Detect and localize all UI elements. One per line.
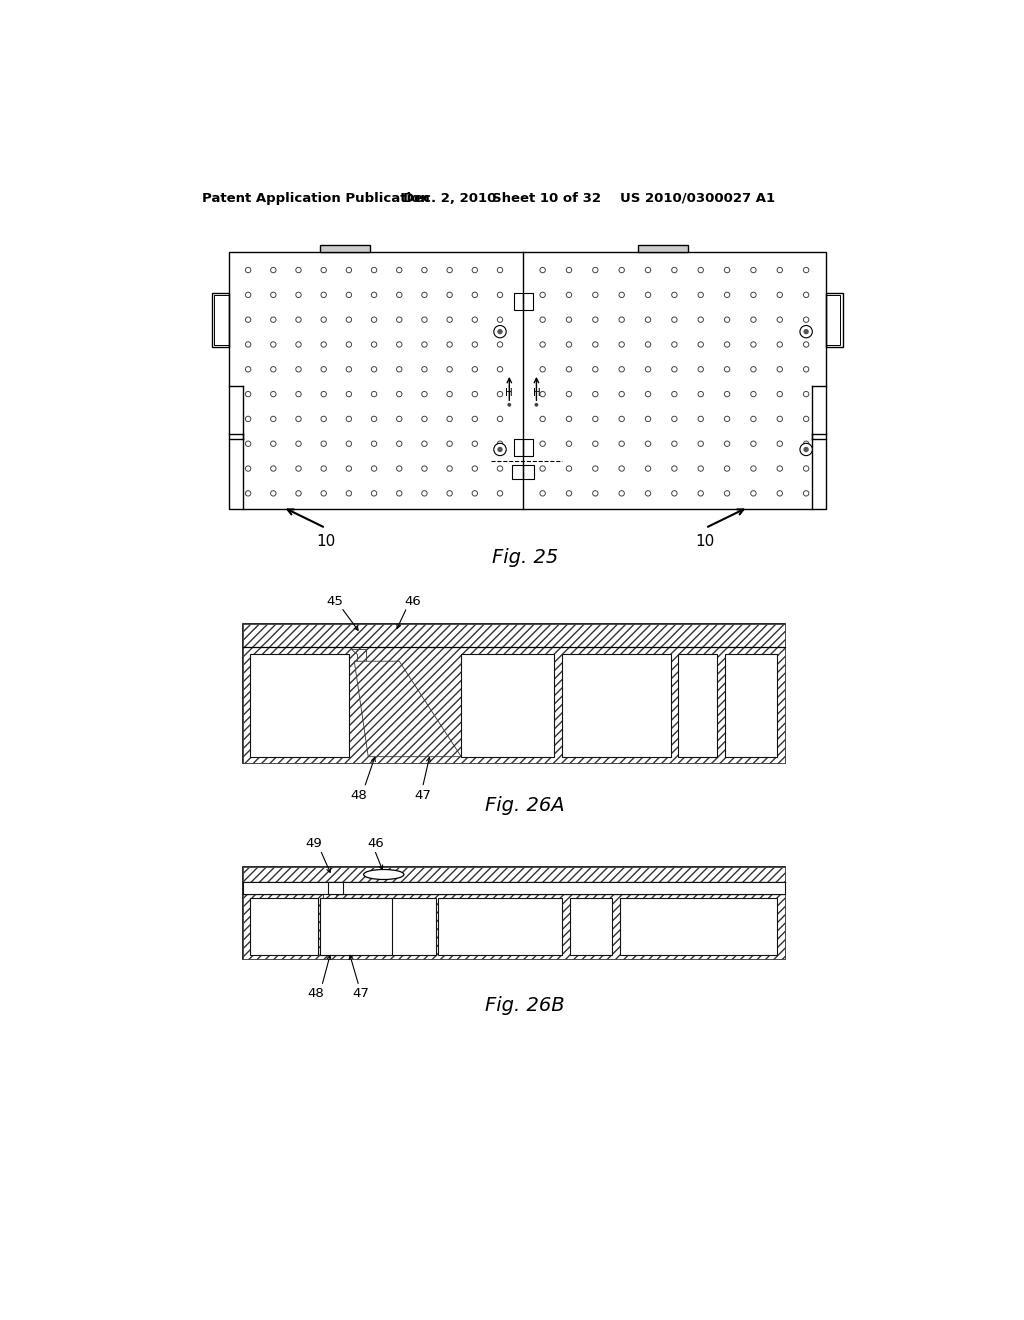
Text: Patent Application Publication: Patent Application Publication xyxy=(202,191,429,205)
Polygon shape xyxy=(321,244,370,252)
Polygon shape xyxy=(251,899,317,954)
Circle shape xyxy=(804,329,809,334)
Text: 47: 47 xyxy=(352,987,369,1001)
Polygon shape xyxy=(321,899,436,954)
Text: Fig. 26B: Fig. 26B xyxy=(485,995,564,1015)
Polygon shape xyxy=(461,653,554,756)
Polygon shape xyxy=(324,884,348,899)
Text: Fig. 25: Fig. 25 xyxy=(492,548,558,566)
Text: Dec. 2, 2010: Dec. 2, 2010 xyxy=(403,191,497,205)
Circle shape xyxy=(494,326,506,338)
Polygon shape xyxy=(328,899,349,921)
Polygon shape xyxy=(321,899,391,954)
Text: Sheet 10 of 32: Sheet 10 of 32 xyxy=(493,191,601,205)
Polygon shape xyxy=(725,653,777,756)
Text: 10: 10 xyxy=(695,533,715,549)
Circle shape xyxy=(804,446,809,453)
Circle shape xyxy=(800,444,812,455)
Polygon shape xyxy=(621,899,777,954)
Polygon shape xyxy=(638,244,687,252)
Text: 48: 48 xyxy=(307,987,324,1001)
Circle shape xyxy=(535,403,539,407)
Text: 49: 49 xyxy=(305,837,323,850)
Text: 47: 47 xyxy=(414,788,431,801)
Polygon shape xyxy=(354,661,461,756)
Circle shape xyxy=(800,326,812,338)
Text: 10: 10 xyxy=(316,533,335,549)
Text: Fig. 26A: Fig. 26A xyxy=(485,796,564,814)
Polygon shape xyxy=(243,647,785,763)
Polygon shape xyxy=(562,653,671,756)
Text: H: H xyxy=(506,388,513,399)
Circle shape xyxy=(498,329,503,334)
Text: 48: 48 xyxy=(350,788,368,801)
Polygon shape xyxy=(251,653,349,756)
Polygon shape xyxy=(678,653,717,756)
Polygon shape xyxy=(243,894,785,960)
Text: 46: 46 xyxy=(368,837,384,850)
Polygon shape xyxy=(243,882,785,894)
Polygon shape xyxy=(438,899,562,954)
Text: 45: 45 xyxy=(327,594,343,607)
Text: H: H xyxy=(532,388,541,399)
Text: 46: 46 xyxy=(404,594,421,607)
Text: US 2010/0300027 A1: US 2010/0300027 A1 xyxy=(621,191,775,205)
Polygon shape xyxy=(243,867,785,882)
Polygon shape xyxy=(351,649,366,663)
Ellipse shape xyxy=(364,870,403,879)
Polygon shape xyxy=(328,882,343,894)
Circle shape xyxy=(494,444,506,455)
Circle shape xyxy=(498,446,503,453)
Polygon shape xyxy=(569,899,612,954)
Circle shape xyxy=(507,403,511,407)
Polygon shape xyxy=(243,624,785,647)
